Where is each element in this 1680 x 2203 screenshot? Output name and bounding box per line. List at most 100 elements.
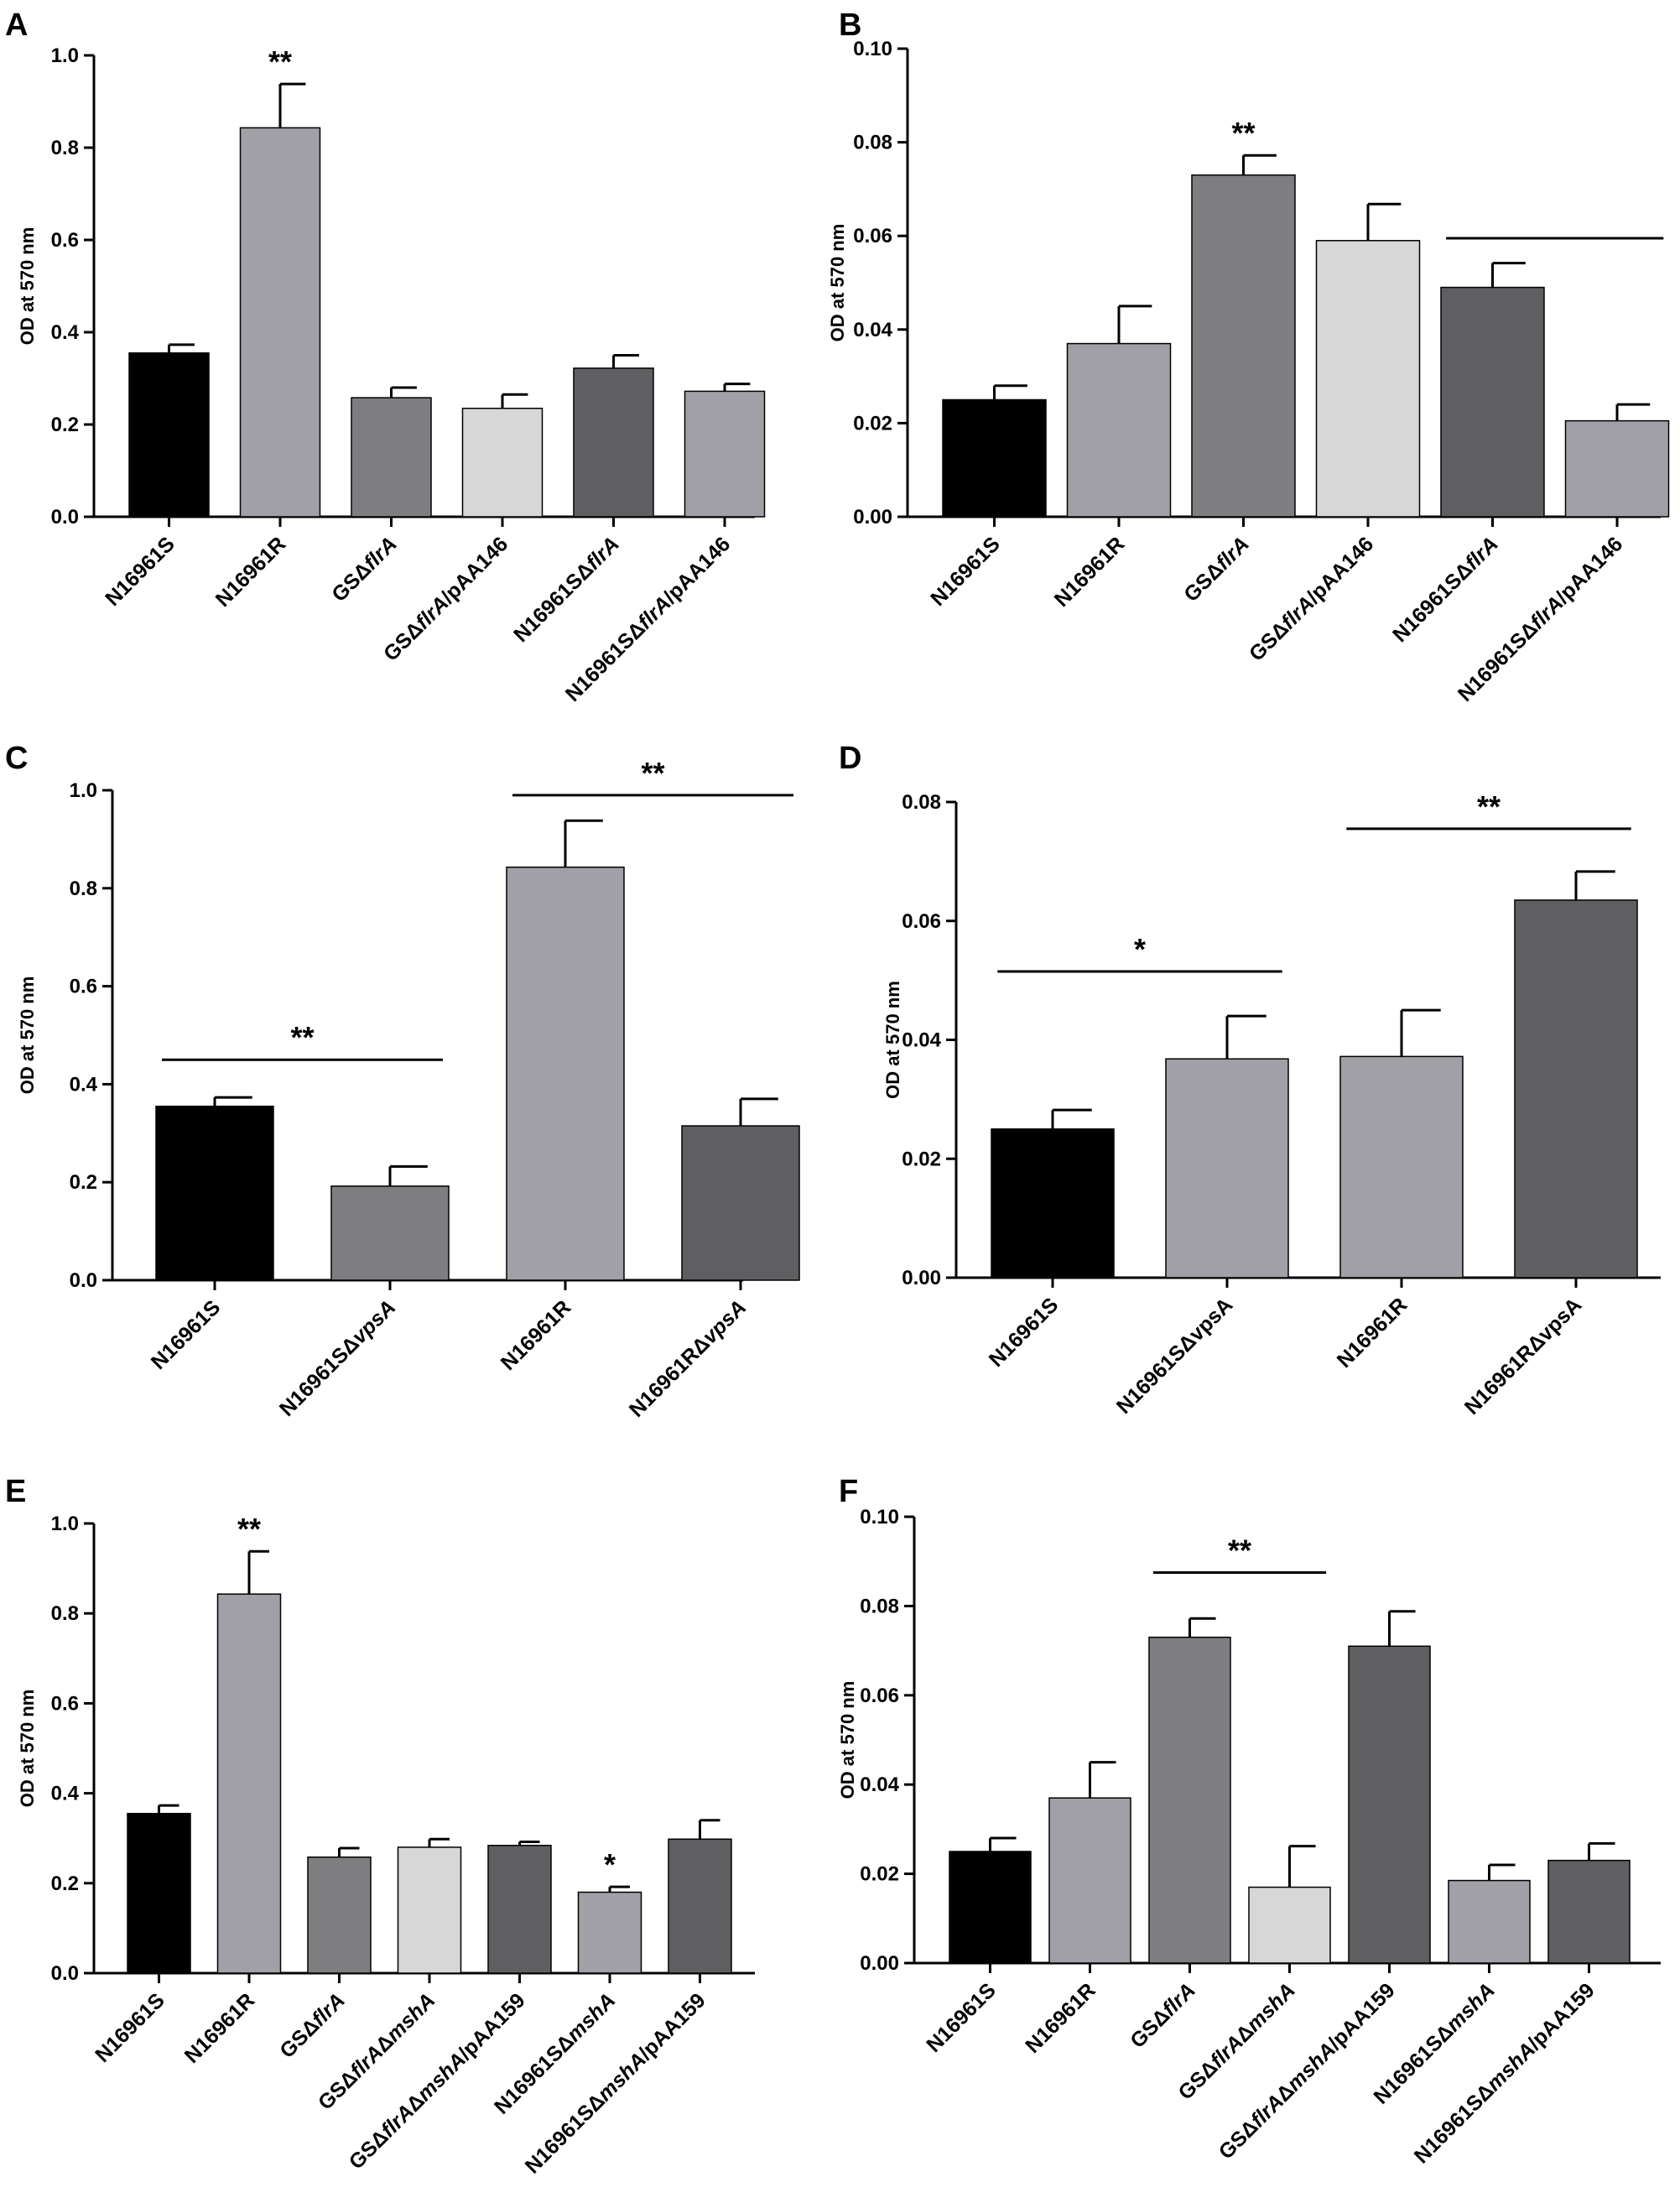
- x-tick-label-part: /pAA146: [659, 532, 736, 608]
- y-tick-label: 0.10: [853, 38, 892, 60]
- x-tick-label: N16961S: [101, 532, 179, 611]
- y-tick-label: 0.08: [902, 791, 941, 814]
- x-tick-label-part: N16961R: [180, 1988, 259, 2067]
- x-tick-label-part: /pAA146: [437, 532, 513, 608]
- bar: [128, 352, 210, 518]
- y-tick-label: 0.08: [860, 1595, 899, 1617]
- x-tick-label: N16961SΔ mshA/pAA159: [521, 1988, 710, 2178]
- bar: [397, 1846, 462, 1974]
- x-tick-label-part: N16961R: [1050, 532, 1129, 611]
- bar: [1066, 342, 1172, 518]
- panel-letter: D: [839, 741, 861, 776]
- x-tick-label-part: N16961S: [926, 532, 1005, 611]
- x-tick-label-part: N16961SΔ: [275, 1332, 364, 1421]
- x-tick-label-part: N16961S: [101, 532, 179, 611]
- bar: [1148, 1636, 1231, 1964]
- bar: [1514, 899, 1638, 1279]
- x-tick-label-part: N16961R: [211, 532, 290, 611]
- y-tick-label: 0.0: [51, 1962, 79, 1985]
- x-tick-label: N16961S: [926, 532, 1005, 611]
- bar: [1339, 1055, 1464, 1279]
- y-axis-label: OD at 570 nm: [837, 1681, 858, 1799]
- bar: [330, 1185, 450, 1281]
- bar: [577, 1891, 642, 1974]
- x-tick-label: GSΔflrA: [1126, 1978, 1199, 2052]
- x-tick-label-part: N16961SΔvpsA: [1112, 1293, 1237, 1418]
- x-tick-label-part: /pAA159: [1523, 1978, 1599, 2055]
- x-tick-label: N16961SΔflrA: [509, 532, 624, 647]
- y-tick-label: 0.02: [902, 1148, 941, 1170]
- y-tick-label: 0.6: [51, 229, 79, 252]
- y-tick-label: 0.06: [902, 910, 941, 933]
- x-tick-label-part: N16961SΔ: [1410, 2079, 1499, 2168]
- y-tick-label: 0.00: [853, 506, 892, 529]
- x-tick-label: GSΔflrA/pAA146: [379, 532, 512, 665]
- y-tick-label: 0.8: [51, 1602, 79, 1625]
- x-tick-label: N16961R: [211, 532, 290, 611]
- y-tick-label: 0.06: [860, 1685, 899, 1707]
- x-tick-label: GSΔflrA/pAA146: [1245, 532, 1378, 665]
- x-tick-label-part: N16961RΔ: [625, 1332, 715, 1422]
- y-axis-label: OD at 570 nm: [17, 977, 38, 1095]
- y-tick-label: 0.4: [51, 321, 80, 344]
- panel-b: B OD at 570 nm 0.00 0.02 0.04 0.06 0.08 0.10 N16…: [827, 8, 1670, 706]
- significance-stars: *: [604, 1847, 616, 1882]
- y-axis-label: OD at 570 nm: [827, 224, 848, 342]
- bar: [949, 1851, 1032, 1964]
- x-tick-label-part: vpsA: [347, 1295, 400, 1348]
- x-tick-label-part: N16961SΔ: [1388, 558, 1477, 647]
- bar: [461, 408, 544, 518]
- panel-a: A OD at 570 nm 0.0 0.2 0.4 0.6 0.8 1.0 N16961S N1…: [5, 8, 766, 706]
- y-tick-label: 0.6: [70, 976, 97, 998]
- y-tick-label: 1.0: [51, 1513, 79, 1535]
- x-tick-label: N16961SΔflrA: [1388, 532, 1503, 647]
- x-tick-label-part: N16961R: [497, 1295, 575, 1374]
- x-tick-label: GSΔflrA: [327, 532, 401, 606]
- bar: [1165, 1058, 1289, 1279]
- panel-letter: F: [839, 1474, 858, 1509]
- bar: [1348, 1645, 1431, 1964]
- x-tick-label: N16961S: [922, 1978, 1001, 2057]
- bar: [127, 1812, 191, 1974]
- x-tick-label-part: /pAA146: [1303, 532, 1379, 608]
- bar: [1547, 1859, 1631, 1964]
- y-tick-label: 0.2: [70, 1171, 97, 1194]
- bar: [1191, 174, 1296, 518]
- x-tick-label-part: mshA: [1242, 1978, 1300, 2036]
- x-tick-label-part: N16961SΔ: [1369, 2020, 1458, 2109]
- x-tick-label-part: mshA: [382, 1988, 440, 2046]
- panel-c: C OD at 570 nm 0.0 0.2 0.4 0.6 0.8 1.0 N16961S N1…: [5, 741, 800, 1422]
- x-tick-label: GSΔflrA: [1179, 532, 1253, 606]
- bar: [681, 1125, 800, 1281]
- y-axis-label: OD at 570 nm: [17, 1690, 38, 1808]
- y-tick-label: 0.04: [902, 1029, 941, 1052]
- significance-stars: **: [237, 1512, 261, 1546]
- significance-stars: **: [1231, 116, 1255, 150]
- x-tick-label-part: N16961S: [922, 1978, 1001, 2057]
- panel-letter: B: [839, 8, 861, 43]
- y-tick-label: 0.10: [860, 1506, 899, 1529]
- x-tick-label-part: /pAA159: [634, 1988, 710, 2065]
- x-tick-label: N16961RΔvpsA: [1460, 1293, 1586, 1419]
- bar: [155, 1105, 274, 1281]
- x-tick-label: N16961R: [1050, 532, 1129, 611]
- x-tick-label-part: N16961S: [91, 1988, 169, 2067]
- y-tick-label: 1.0: [70, 779, 97, 802]
- y-tick-label: 1.0: [51, 44, 79, 67]
- x-tick-label-part: vpsA: [698, 1295, 751, 1348]
- y-axis-label: OD at 570 nm: [882, 981, 903, 1099]
- y-tick-label: 0.8: [51, 137, 79, 159]
- y-tick-label: 0.02: [853, 412, 892, 435]
- bar: [1448, 1879, 1531, 1964]
- x-tick-label-part: N16961SΔ: [1454, 617, 1542, 706]
- x-tick-label: N16961S: [985, 1293, 1064, 1372]
- x-tick-label: GSΔflrA: [275, 1988, 349, 2062]
- x-tick-label: N16961S: [91, 1988, 169, 2067]
- y-tick-label: 0.2: [51, 414, 79, 436]
- y-tick-label: 0.08: [853, 132, 892, 154]
- x-tick-label: N16961R: [180, 1988, 259, 2067]
- bar: [239, 127, 321, 518]
- significance-stars: **: [290, 1020, 314, 1055]
- bar: [487, 1845, 552, 1974]
